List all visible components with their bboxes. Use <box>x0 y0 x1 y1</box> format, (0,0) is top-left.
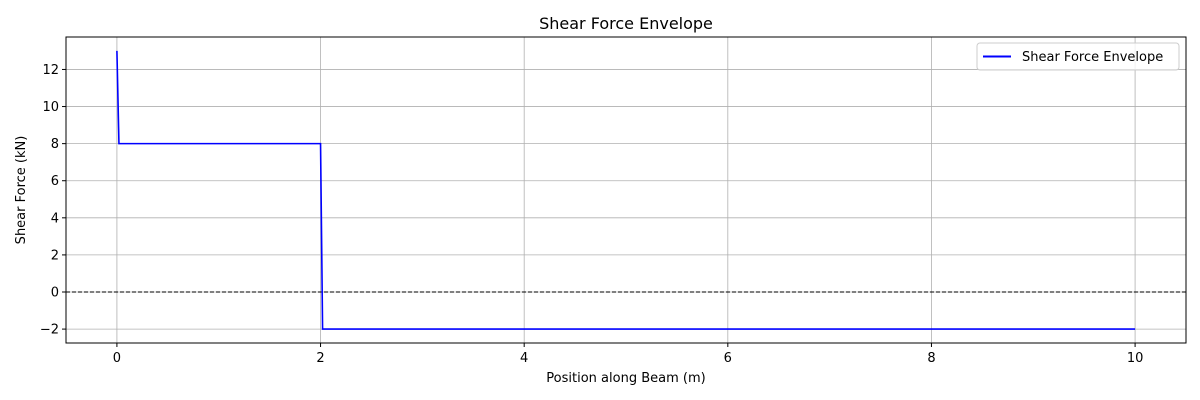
chart-title: Shear Force Envelope <box>539 14 713 33</box>
y-tick-label: 4 <box>51 211 59 226</box>
legend-label-shear-force-envelope: Shear Force Envelope <box>1022 50 1163 65</box>
y-tick-label: 0 <box>51 286 59 301</box>
y-tick-label: −2 <box>40 323 59 338</box>
x-axis-ticks: 0 2 4 6 8 10 <box>113 343 1144 366</box>
y-tick-label: 8 <box>51 137 59 152</box>
y-tick-label: 6 <box>51 174 59 189</box>
x-tick-label: 0 <box>113 351 121 366</box>
x-axis-label: Position along Beam (m) <box>546 371 705 386</box>
plot-frame <box>65 36 1187 344</box>
y-tick-label: 12 <box>42 63 59 78</box>
legend-box <box>976 42 1180 71</box>
legend: Shear Force Envelope <box>976 42 1180 71</box>
series-line-shear-force-envelope <box>116 50 1136 330</box>
y-axis-label: Shear Force (kN) <box>14 136 29 245</box>
series-layer <box>116 50 1136 330</box>
y-tick-label: 10 <box>42 100 59 115</box>
y-axis-ticks: −2 0 2 4 6 8 10 12 <box>40 63 66 338</box>
y-tick-label: 2 <box>51 248 59 263</box>
x-tick-label: 2 <box>316 351 324 366</box>
x-tick-label: 4 <box>520 351 528 366</box>
x-tick-label: 6 <box>724 351 732 366</box>
x-tick-label: 10 <box>1127 351 1144 366</box>
x-tick-label: 8 <box>927 351 935 366</box>
